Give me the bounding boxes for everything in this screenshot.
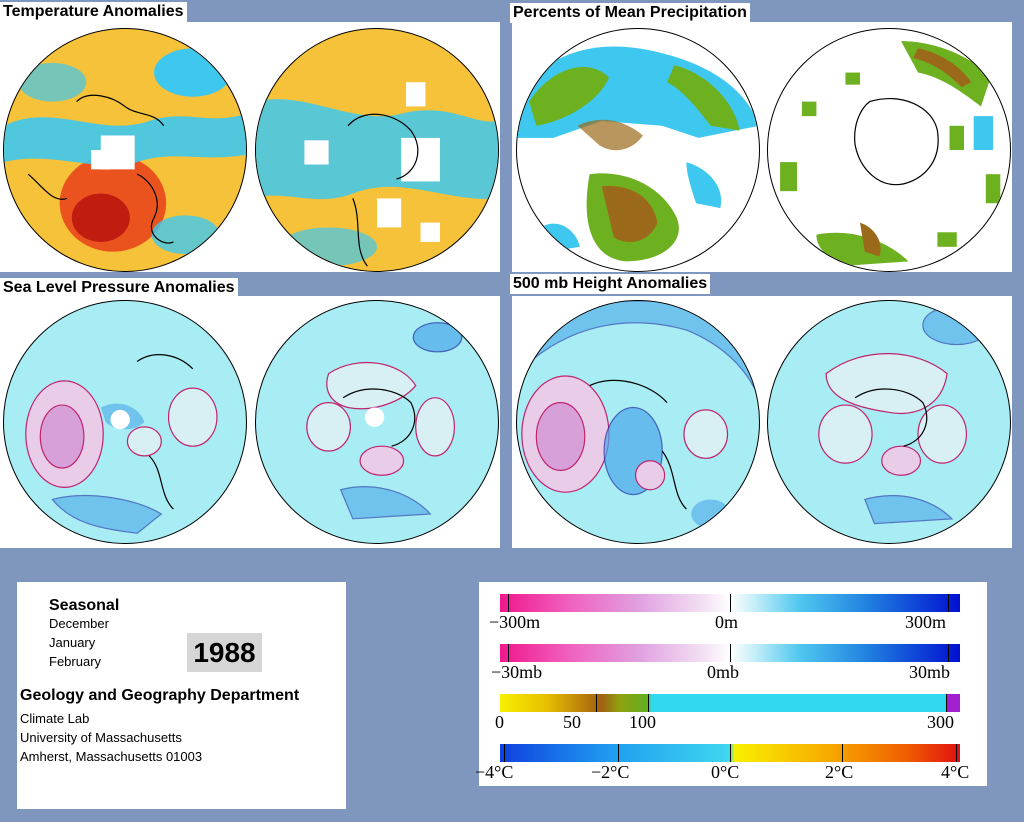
temp-label-4: 4°C [941, 762, 970, 782]
precip-label-0: 0 [495, 712, 504, 732]
precipitation-globe-south [767, 28, 1011, 272]
precip-label-300: 300 [927, 712, 954, 732]
address-line: Climate Lab [20, 711, 90, 726]
precip-label-100: 100 [629, 712, 656, 732]
temp-label-0: 0°C [711, 762, 740, 782]
month-label: January [49, 635, 96, 650]
month-label: December [49, 616, 109, 631]
height-label-mid: 0m [715, 612, 739, 632]
address-line: Amherst, Massachusetts 01003 [20, 749, 203, 764]
height-label-max: 300m [905, 612, 947, 632]
pressure-label-max: 30mb [909, 662, 951, 682]
precipitation-color-bar [500, 694, 960, 712]
info-box: Seasonal December January February 1988 … [17, 582, 346, 809]
temperature-title: Temperature Anomalies [0, 2, 187, 22]
height-globe-south [767, 300, 1011, 544]
color-legend: −300m 0m 300m −30mb 0mb 30mb 0 50 100 30… [475, 582, 987, 786]
height-color-bar [500, 594, 960, 612]
precipitation-title: Percents of Mean Precipitation [510, 3, 750, 23]
temperature-globe-north [3, 28, 247, 272]
height-title: 500 mb Height Anomalies [510, 274, 711, 294]
temperature-color-bar [500, 744, 960, 762]
pressure-label-min: −30mb [491, 662, 543, 682]
precipitation-globe-north [516, 28, 760, 272]
temp-label-minus4: −4°C [475, 762, 514, 782]
department-label: Geology and Geography Department [20, 687, 300, 704]
pressure-globe-north [3, 300, 247, 544]
temp-label-2: 2°C [825, 762, 854, 782]
year-badge: 1988 [187, 633, 262, 672]
height-label-min: −300m [489, 612, 541, 632]
pressure-title: Sea Level Pressure Anomalies [0, 278, 238, 298]
temperature-globe-south [255, 28, 499, 272]
month-label: February [49, 654, 102, 669]
temp-label-minus2: −2°C [591, 762, 630, 782]
season-label: Seasonal [49, 597, 120, 614]
pressure-color-bar [500, 644, 960, 662]
address-line: University of Massachusetts [20, 730, 182, 745]
pressure-label-mid: 0mb [707, 662, 740, 682]
precip-label-50: 50 [563, 712, 581, 732]
height-globe-north [516, 300, 760, 544]
pressure-globe-south [255, 300, 499, 544]
